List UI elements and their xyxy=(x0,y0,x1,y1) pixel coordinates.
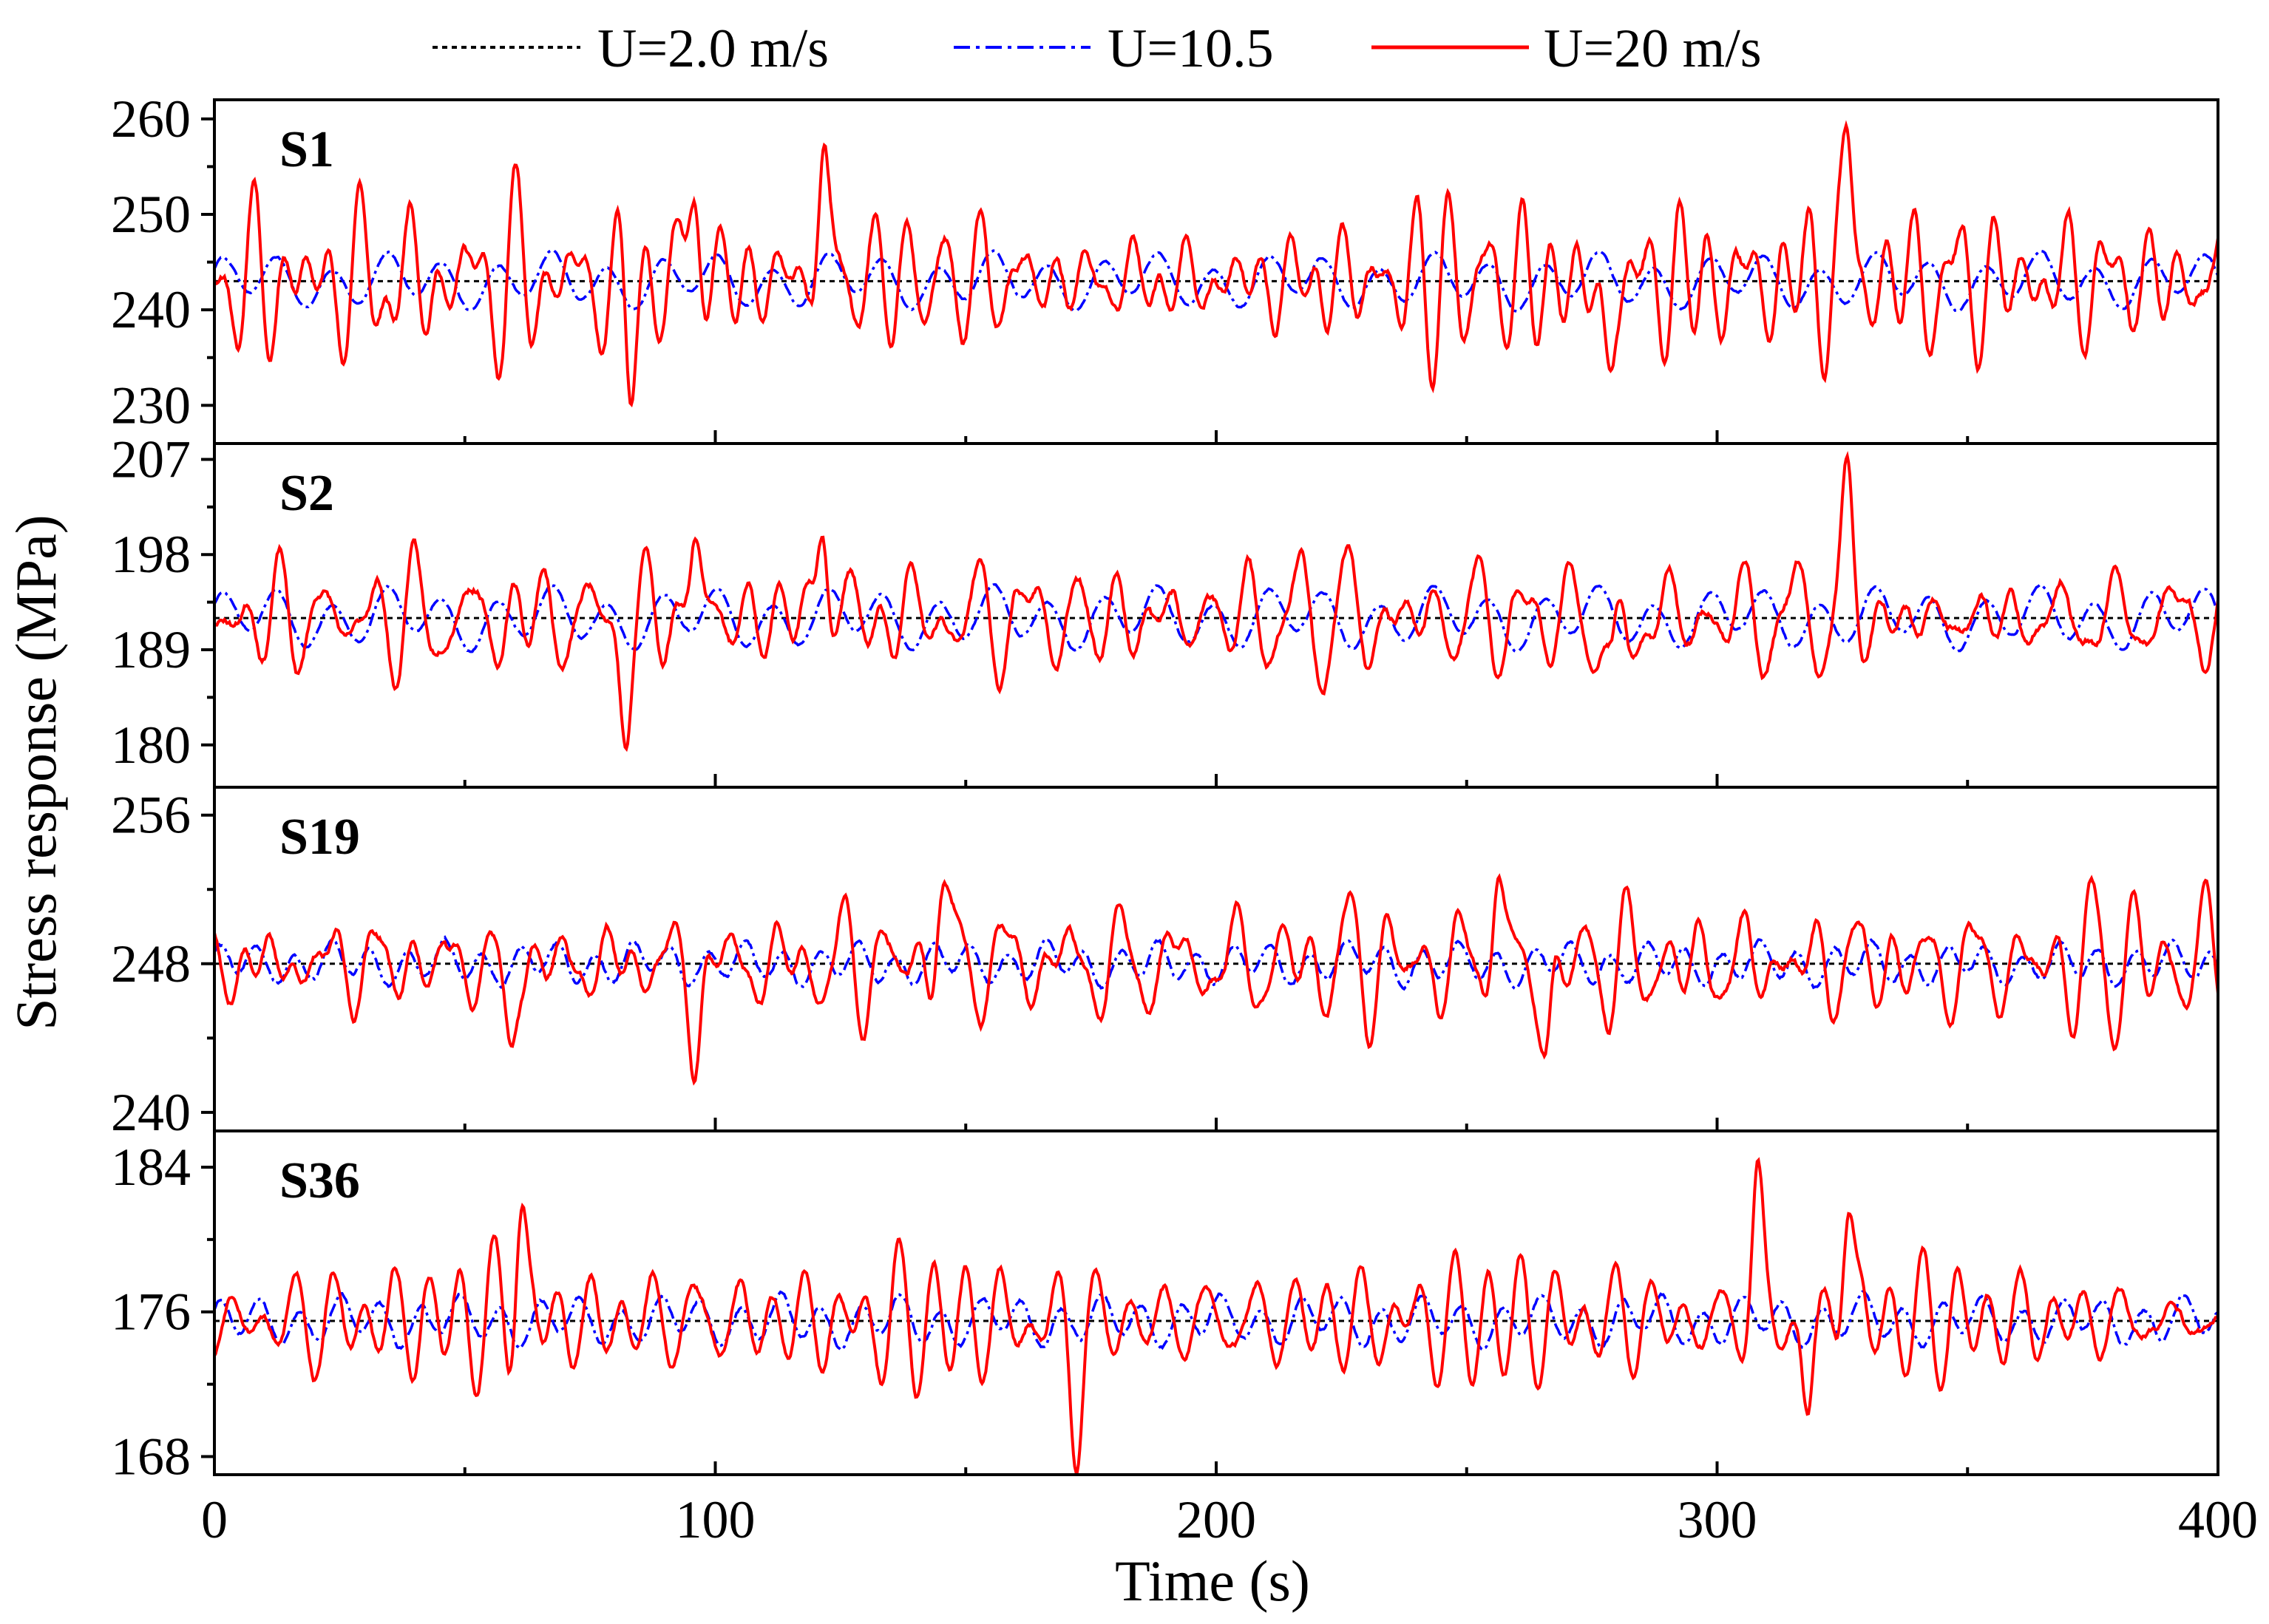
y-tick-label: 230 xyxy=(111,376,191,435)
panel-s19: 240 248 256 S19 xyxy=(111,786,2219,1142)
series-high-line xyxy=(214,873,2218,1086)
panel-s19-series xyxy=(214,873,2218,1086)
panels: 230 240 250 260 S1 180 189 198 207 S2 240 248 256 S19… xyxy=(111,89,2219,1487)
x-axis: 0 100 200 300 400 xyxy=(201,1490,2258,1549)
panel-s2-series xyxy=(214,451,2218,752)
series-high-line xyxy=(214,451,2218,752)
y-tick-label: 240 xyxy=(111,1083,191,1142)
panel-frame xyxy=(213,442,2219,789)
panel-label: S2 xyxy=(279,465,334,522)
y-tick-label: 180 xyxy=(111,716,191,775)
legend-label-mid: U=10.5 xyxy=(1108,18,1274,79)
legend-label-high: U=20 m/s xyxy=(1544,18,1762,79)
legend: U=2.0 m/s U=10.5 U=20 m/s xyxy=(433,18,1762,79)
x-tick-label: 300 xyxy=(1678,1490,1757,1549)
panel-s1-series xyxy=(214,120,2218,408)
y-tick-label: 168 xyxy=(111,1427,191,1487)
y-tick-label: 207 xyxy=(111,429,191,489)
panel-s36-series xyxy=(214,1157,2218,1474)
y-tick-label: 250 xyxy=(111,185,191,244)
y-axis-title: Stress response (MPa) xyxy=(4,514,68,1030)
x-tick-label: 0 xyxy=(201,1490,228,1549)
panel-s2: 180 189 198 207 S2 xyxy=(111,429,2219,789)
y-tick-label: 189 xyxy=(111,620,191,679)
x-tick-label: 200 xyxy=(1176,1490,1256,1549)
panel-label: S36 xyxy=(279,1152,360,1209)
panel-s36: 168 176 184 S36 xyxy=(111,1129,2219,1487)
series-mid-line xyxy=(214,1289,2218,1352)
legend-label-low: U=2.0 m/s xyxy=(597,18,829,79)
y-tick-label: 198 xyxy=(111,525,191,584)
panel-label: S1 xyxy=(279,121,334,178)
y-tick-label: 260 xyxy=(111,89,191,149)
series-high-line xyxy=(214,120,2218,408)
x-tick-label: 400 xyxy=(2178,1490,2258,1549)
x-tick-label: 100 xyxy=(676,1490,756,1549)
y-tick-label: 240 xyxy=(111,280,191,339)
y-tick-label: 248 xyxy=(111,934,191,993)
x-axis-title: Time (s) xyxy=(1115,1549,1310,1613)
panel-label: S19 xyxy=(279,809,360,866)
y-tick-label: 176 xyxy=(111,1282,191,1342)
series-high-line xyxy=(214,1157,2218,1474)
series-mid-line xyxy=(214,248,2218,313)
y-tick-label: 256 xyxy=(111,786,191,845)
y-tick-label: 184 xyxy=(111,1138,191,1197)
panel-s1: 230 240 250 260 S1 xyxy=(111,89,2219,445)
